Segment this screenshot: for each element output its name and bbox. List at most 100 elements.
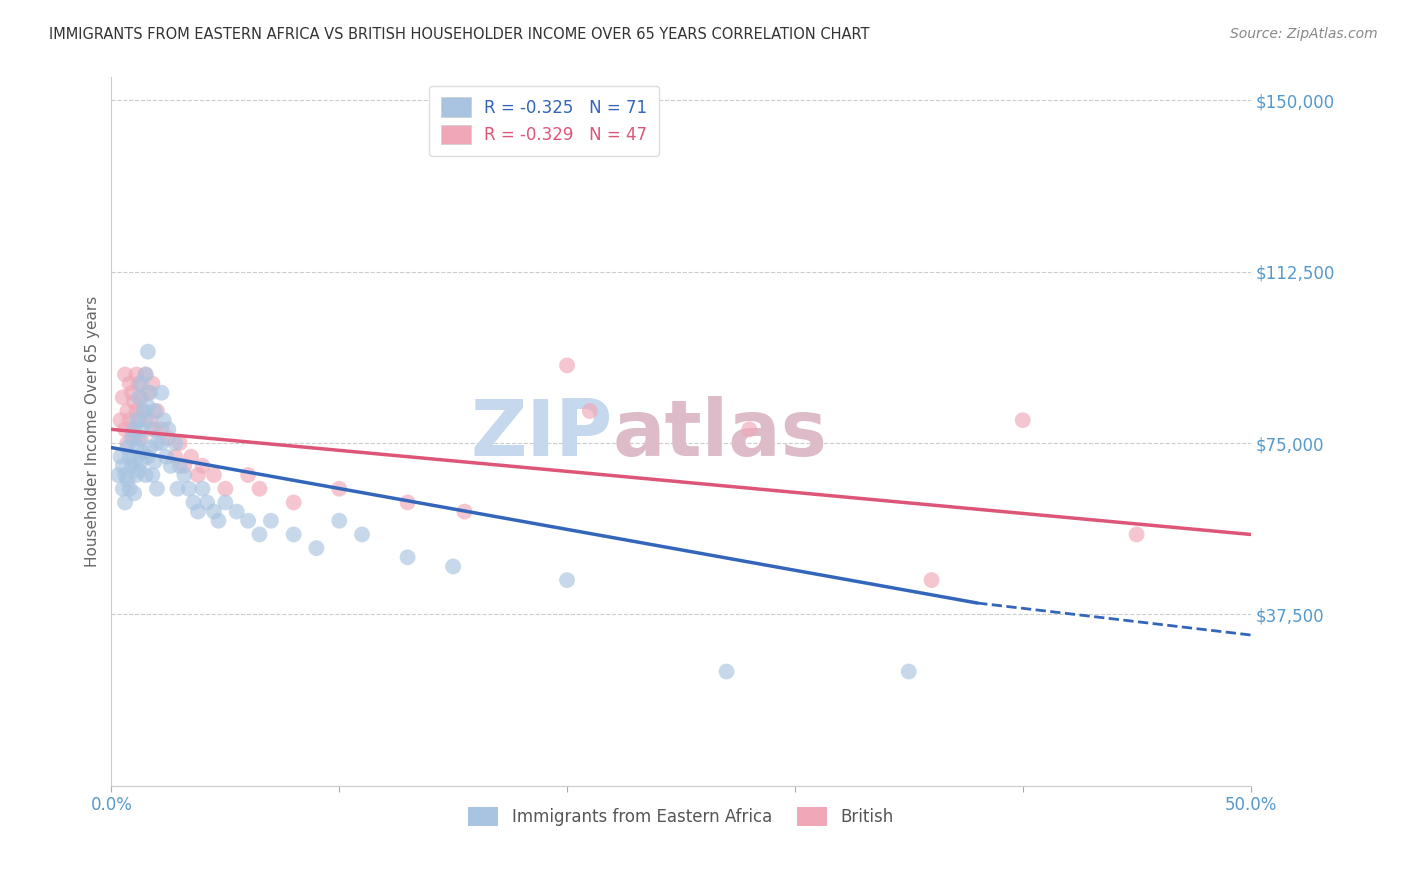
Point	[114, 468, 136, 483]
Point	[114, 368, 136, 382]
Point	[129, 432, 152, 446]
Point	[122, 422, 145, 436]
Point	[214, 495, 236, 509]
Point	[150, 436, 173, 450]
Point	[1011, 413, 1033, 427]
Point	[118, 482, 141, 496]
Point	[143, 422, 166, 436]
Point	[125, 413, 148, 427]
Point	[128, 463, 150, 477]
Point	[177, 482, 200, 496]
Point	[128, 432, 150, 446]
Point	[129, 422, 152, 436]
Point	[117, 441, 139, 455]
Point	[249, 482, 271, 496]
Point	[132, 445, 155, 459]
Point	[191, 482, 214, 496]
Point	[153, 413, 176, 427]
Point	[187, 468, 209, 483]
Y-axis label: Householder Income Over 65 years: Householder Income Over 65 years	[86, 296, 100, 567]
Point	[139, 413, 162, 427]
Point	[125, 441, 148, 455]
Point	[191, 458, 214, 473]
Point	[155, 450, 177, 464]
Point	[132, 404, 155, 418]
Point	[921, 573, 943, 587]
Point	[135, 368, 157, 382]
Point	[157, 432, 180, 446]
Point	[121, 422, 143, 436]
Point	[122, 454, 145, 468]
Point	[555, 359, 578, 373]
Point	[121, 458, 143, 473]
Point	[125, 468, 148, 483]
Point	[453, 505, 475, 519]
Point	[139, 385, 162, 400]
Point	[125, 404, 148, 418]
Point	[396, 495, 419, 509]
Point	[129, 454, 152, 468]
Text: ZIP: ZIP	[471, 396, 613, 472]
Point	[136, 385, 159, 400]
Point	[118, 413, 141, 427]
Point	[110, 450, 132, 464]
Point	[396, 550, 419, 565]
Point	[111, 458, 134, 473]
Point	[236, 468, 259, 483]
Point	[165, 436, 187, 450]
Point	[157, 422, 180, 436]
Point	[122, 432, 145, 446]
Point	[150, 422, 173, 436]
Point	[202, 505, 225, 519]
Point	[139, 441, 162, 455]
Point	[132, 404, 155, 418]
Point	[328, 482, 350, 496]
Point	[305, 541, 328, 556]
Point	[117, 473, 139, 487]
Text: IMMIGRANTS FROM EASTERN AFRICA VS BRITISH HOUSEHOLDER INCOME OVER 65 YEARS CORRE: IMMIGRANTS FROM EASTERN AFRICA VS BRITIS…	[49, 27, 870, 42]
Point	[173, 458, 195, 473]
Point	[555, 573, 578, 587]
Point	[183, 495, 205, 509]
Point	[117, 404, 139, 418]
Point	[141, 422, 163, 436]
Point	[136, 344, 159, 359]
Point	[328, 514, 350, 528]
Point	[135, 413, 157, 427]
Point	[114, 495, 136, 509]
Point	[136, 400, 159, 414]
Point	[129, 376, 152, 391]
Point	[214, 482, 236, 496]
Point	[135, 468, 157, 483]
Point	[187, 505, 209, 519]
Point	[121, 385, 143, 400]
Point	[579, 404, 602, 418]
Point	[128, 413, 150, 427]
Point	[283, 527, 305, 541]
Text: Source: ZipAtlas.com: Source: ZipAtlas.com	[1230, 27, 1378, 41]
Point	[118, 450, 141, 464]
Point	[716, 665, 738, 679]
Point	[141, 376, 163, 391]
Point	[146, 404, 169, 418]
Point	[141, 468, 163, 483]
Point	[121, 432, 143, 446]
Point	[117, 436, 139, 450]
Point	[225, 505, 247, 519]
Point	[150, 385, 173, 400]
Point	[146, 482, 169, 496]
Point	[111, 482, 134, 496]
Point	[441, 559, 464, 574]
Point	[169, 458, 191, 473]
Point	[107, 468, 129, 483]
Point	[166, 482, 188, 496]
Point	[146, 436, 169, 450]
Point	[128, 390, 150, 404]
Point	[125, 368, 148, 382]
Point	[114, 422, 136, 436]
Point	[202, 468, 225, 483]
Point	[1125, 527, 1147, 541]
Point	[129, 390, 152, 404]
Legend: Immigrants from Eastern Africa, British: Immigrants from Eastern Africa, British	[460, 798, 901, 834]
Point	[111, 390, 134, 404]
